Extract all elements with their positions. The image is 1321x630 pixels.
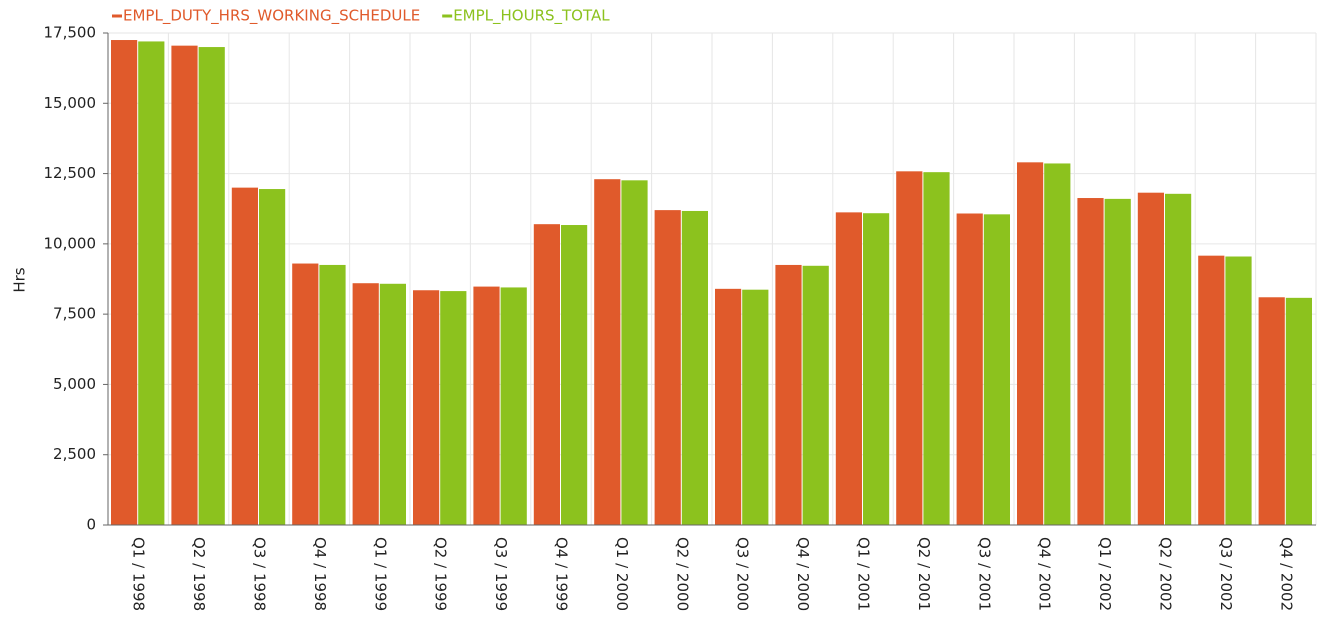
bar [1104,198,1131,526]
x-tick-label: Q3 / 1999 [492,537,510,611]
bar [775,264,802,525]
bar [896,171,923,526]
y-tick-label: 15,000 [44,94,97,112]
bar [715,288,742,525]
legend-label: EMPL_HOURS_TOTAL [453,7,610,26]
y-tick-label: 17,500 [44,24,97,42]
bar [440,291,467,525]
x-tick-label: Q2 / 2002 [1157,537,1175,611]
x-tick-label: Q4 / 1999 [553,537,571,611]
bar [111,40,138,526]
bar [259,189,286,525]
bar [1137,192,1164,525]
y-tick-label: 7,500 [53,305,96,323]
bar [923,172,950,525]
bar [1225,256,1252,525]
x-tick-label: Q2 / 2001 [915,537,933,611]
bar [561,225,588,525]
bar [1165,193,1192,525]
x-tick-label: Q4 / 1998 [311,537,329,611]
x-tick-label: Q1 / 2001 [855,537,873,611]
x-tick-label: Q1 / 1998 [130,537,148,611]
bar [956,213,983,525]
bar [1017,162,1044,525]
y-axis-label: Hrs [11,267,29,292]
bar [413,290,440,525]
x-tick-label: Q3 / 2002 [1217,537,1235,611]
bar [138,41,165,525]
bar [1077,198,1104,525]
bar [473,286,500,525]
y-tick-label: 12,500 [44,164,97,182]
y-tick-label: 10,000 [44,234,97,252]
x-tick-label: Q2 / 1998 [190,537,208,611]
bar [594,179,621,526]
bar [319,264,346,525]
x-tick-label: Q4 / 2002 [1277,537,1295,611]
x-tick-label: Q4 / 2001 [1036,537,1054,611]
bar [983,214,1010,525]
legend-label: EMPL_DUTY_HRS_WORKING_SCHEDULE [123,7,420,26]
bar [352,283,379,525]
bar [379,283,406,525]
x-tick-label: Q3 / 2000 [734,537,752,611]
x-tick-label: Q1 / 1999 [371,537,389,611]
y-tick-label: 5,000 [53,375,96,393]
bar [533,224,560,526]
y-tick-label: 0 [86,516,96,534]
bar [292,263,319,525]
bar [1285,297,1312,525]
y-tick-label: 2,500 [53,445,96,463]
x-tick-label: Q2 / 2000 [673,537,691,611]
x-tick-label: Q4 / 2000 [794,537,812,611]
x-tick-label: Q3 / 1998 [251,537,269,611]
x-tick-label: Q3 / 2001 [975,537,993,611]
bar [500,287,527,525]
bar [742,289,769,525]
x-tick-label: Q1 / 2000 [613,537,631,611]
bar [654,210,681,525]
bar [1044,163,1071,525]
bar [835,212,862,525]
bar [681,210,708,525]
bar [171,45,198,525]
bar [802,265,829,525]
bar [1258,297,1285,525]
bar [621,180,648,526]
bar [1198,255,1225,525]
bar [231,187,258,525]
bar [863,213,890,525]
bar [198,47,225,526]
x-tick-label: Q2 / 1999 [432,537,450,611]
x-tick-label: Q1 / 2002 [1096,537,1114,611]
